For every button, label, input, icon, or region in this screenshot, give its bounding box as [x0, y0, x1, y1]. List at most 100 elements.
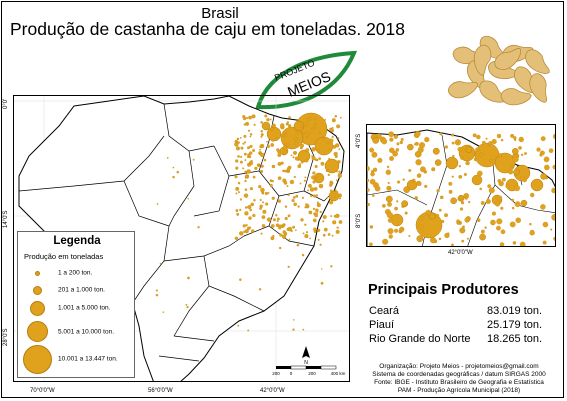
inset-bubble	[369, 225, 374, 229]
map-bubble	[185, 303, 188, 306]
inset-bubble	[438, 208, 442, 212]
map-bubble	[286, 185, 289, 188]
map-bubble	[312, 194, 317, 198]
map-bubble	[244, 211, 249, 216]
inset-bubble	[456, 219, 460, 224]
legend-title: Legenda	[53, 235, 101, 247]
map-bubble	[287, 265, 290, 268]
inset-bubble	[451, 141, 455, 145]
projeto-meios-logo: PROJETO MEIOS	[255, 50, 358, 110]
inset-bubble	[448, 189, 453, 194]
map-bubble	[245, 224, 248, 227]
map-bubble	[316, 212, 319, 215]
map-bubble	[285, 143, 290, 147]
inset-bubble	[394, 206, 398, 211]
inset-bubble	[400, 138, 404, 141]
inset-bubble	[519, 241, 526, 246]
map-bubble	[295, 194, 299, 198]
inset-bubble	[367, 165, 370, 172]
inset-bubble	[554, 156, 555, 159]
map-bubble	[275, 137, 279, 141]
map-bubble	[304, 158, 309, 163]
inset-bubble	[488, 141, 493, 146]
map-bubble	[336, 160, 341, 164]
inset-bubble	[502, 177, 506, 182]
inset-bubble	[544, 176, 549, 180]
inset-bubble	[418, 223, 424, 230]
map-tick-left-3: 28°0'S	[3, 328, 9, 346]
inset-bubble	[415, 131, 421, 137]
map-bubble	[323, 227, 328, 232]
map-bubble	[300, 161, 304, 164]
inset-bubble	[494, 201, 501, 207]
map-tick-bottom-1: 70°0'0"W	[30, 388, 55, 394]
map-bubble	[252, 175, 256, 179]
map-bubble	[272, 234, 275, 238]
inset-bubble	[367, 202, 370, 206]
scale-label-2: 0	[290, 371, 293, 376]
legend-subtitle: Produção em toneladas	[24, 252, 104, 261]
inset-bubble	[415, 159, 422, 166]
inset-bubble	[494, 152, 516, 174]
map-bubble	[312, 218, 317, 223]
inset-bubble	[485, 137, 488, 140]
map-bubble	[314, 158, 318, 162]
map-bubble	[292, 196, 296, 199]
inset-bubble	[382, 238, 389, 245]
map-bubble	[245, 206, 248, 209]
legend-dot-4	[27, 321, 48, 342]
inset-bubble	[386, 185, 392, 191]
map-bubble	[313, 186, 318, 191]
inset-bubble	[407, 143, 414, 151]
map-bubble	[262, 201, 265, 204]
map-bubble	[338, 148, 341, 150]
map-bubble	[247, 153, 250, 157]
map-bubble	[305, 135, 309, 139]
inset-bubble	[513, 136, 517, 140]
map-bubble	[319, 210, 322, 214]
inset-bubble	[387, 201, 392, 207]
map-bubble	[269, 118, 272, 121]
inset-bubble	[536, 147, 541, 152]
map-bubble	[251, 229, 255, 233]
inset-bubble	[431, 167, 436, 172]
map-bubble	[309, 237, 311, 240]
map-bubble	[335, 213, 340, 218]
inset-bubble	[497, 153, 503, 158]
map-bubble	[235, 209, 239, 212]
inset-bubble	[387, 228, 394, 235]
map-bubble	[271, 139, 275, 142]
inset-bubble	[530, 178, 544, 192]
map-bubble	[312, 180, 316, 184]
map-bubble	[286, 169, 290, 172]
map-bubble	[329, 200, 334, 205]
map-bubble	[333, 151, 338, 156]
inset-bubble	[551, 214, 555, 221]
map-bubble	[340, 116, 342, 119]
inset-bubble	[372, 194, 375, 197]
inset-bubble	[489, 158, 494, 163]
inset-bubble	[509, 221, 516, 228]
map-bubble	[260, 152, 265, 158]
map-bubble	[245, 116, 249, 120]
map-bubble	[306, 130, 311, 135]
map-bubble	[314, 122, 317, 126]
map-bubble	[260, 169, 264, 173]
map-bubble	[259, 198, 262, 202]
map-bubble	[309, 187, 315, 192]
map-bubble	[234, 142, 239, 147]
inset-bubble	[463, 172, 467, 176]
inset-bubble	[432, 147, 440, 155]
map-bubble	[335, 229, 340, 234]
map-bubble	[311, 147, 316, 152]
legend-dot-2	[33, 286, 42, 295]
map-bubble	[266, 217, 272, 222]
map-bubble	[246, 169, 251, 174]
map-bubble	[317, 228, 321, 232]
map-bubble	[332, 220, 337, 225]
map-bubble	[311, 175, 316, 180]
map-bubble	[259, 204, 263, 208]
inset-bubble	[399, 140, 403, 145]
inset-bubble	[459, 227, 466, 234]
map-bubble	[239, 278, 242, 281]
